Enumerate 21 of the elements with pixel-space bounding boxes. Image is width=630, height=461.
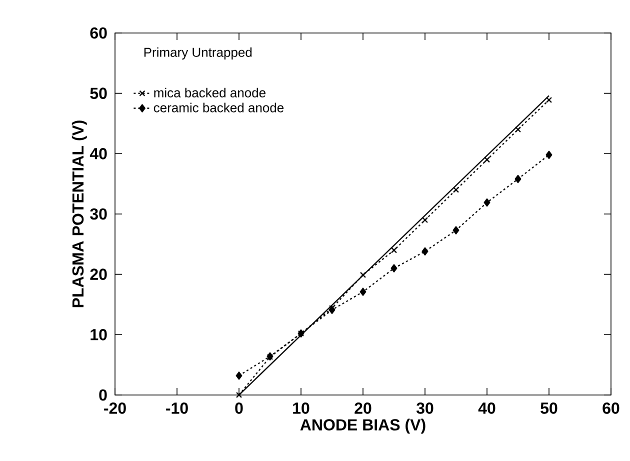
x-tick-label: 30 — [416, 402, 434, 414]
y-tick-label: 60 — [90, 27, 107, 39]
x-tick-label: 50 — [540, 402, 558, 414]
x-tick-label: -10 — [166, 402, 188, 414]
x-tick-label: 20 — [354, 402, 372, 414]
y-tick-label: 20 — [90, 268, 107, 280]
x-tick-label: 10 — [293, 402, 310, 414]
x-tick-label: -20 — [104, 402, 126, 414]
y-tick-label: 40 — [90, 148, 107, 160]
legend-label: mica backed anode — [154, 88, 266, 98]
x-tick-label: 0 — [235, 402, 243, 414]
x-axis-title: ANODE BIAS (V) — [300, 418, 426, 434]
y-tick-label: 30 — [90, 208, 107, 220]
annotation: Primary Untrapped — [144, 47, 252, 60]
x-tick-label: 60 — [602, 402, 620, 414]
legend-label: ceramic backed anode — [154, 102, 284, 112]
y-tick-label: 0 — [99, 389, 107, 401]
y-tick-label: 10 — [90, 328, 107, 340]
x-tick-label: 40 — [478, 402, 496, 414]
y-tick-label: 50 — [90, 88, 107, 99]
y-axis-title: PLASMA POTENTIAL (V) — [72, 120, 87, 308]
